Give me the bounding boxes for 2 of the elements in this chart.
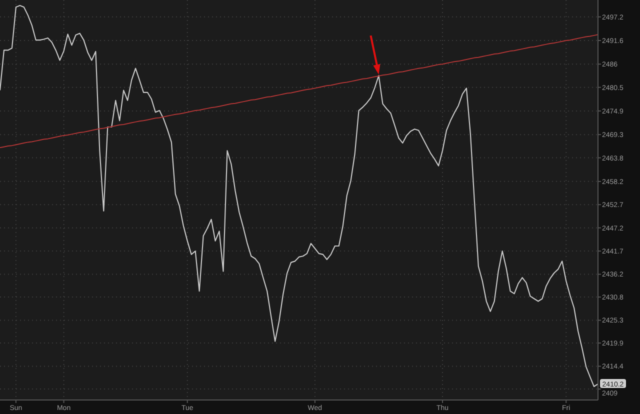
line-series (0, 34, 598, 148)
line-series (0, 4, 598, 388)
